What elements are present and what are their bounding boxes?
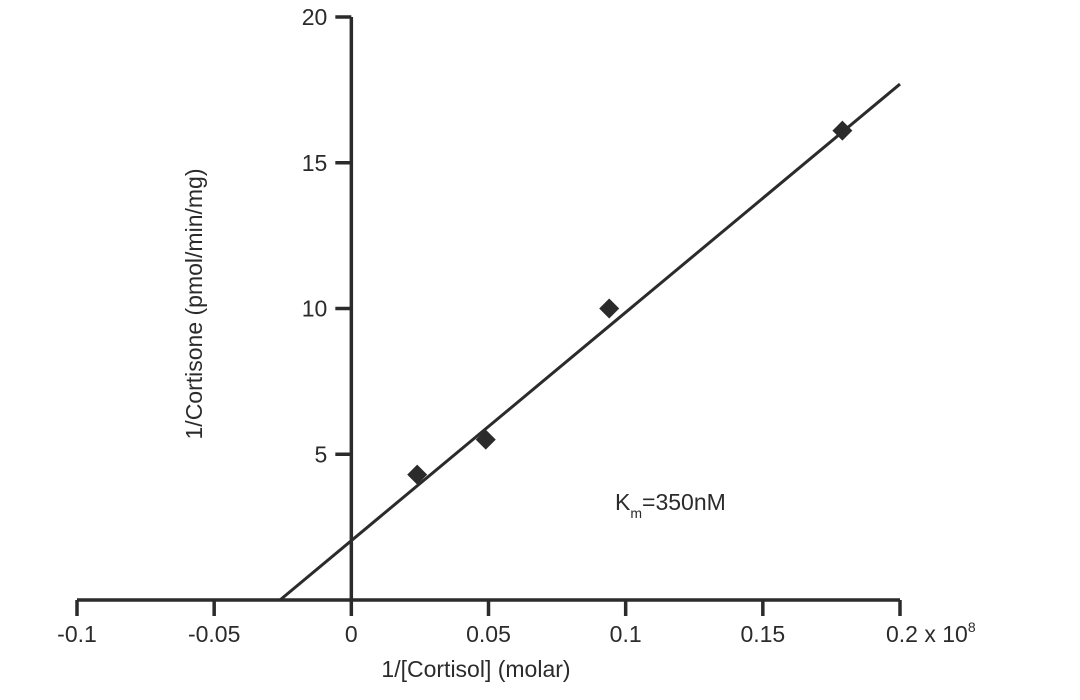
x-tick-label: 0.2 x 108 [886, 619, 976, 647]
x-tick-label: -0.1 [57, 621, 97, 647]
data-point [832, 120, 853, 141]
km-annotation-k: K [615, 489, 631, 515]
km-annotation: Km=350nM [615, 489, 726, 521]
y-tick-label: 15 [302, 150, 328, 176]
x-ticks: -0.1 -0.05 0 0.05 0.1 0.15 0.2 x 108 [57, 600, 976, 647]
y-axis-title: 1/Cortisone (pmol/min/mg) [181, 169, 207, 440]
x-tick-label: 0.1 [610, 621, 642, 647]
data-point [599, 298, 620, 319]
y-tick-label: 5 [315, 441, 328, 467]
x-axis-title: 1/[Cortisol] (molar) [381, 656, 570, 682]
data-points [407, 120, 853, 485]
x-tick-label: -0.05 [188, 621, 240, 647]
km-annotation-value: =350nM [642, 489, 726, 515]
km-annotation-subscript: m [630, 505, 642, 521]
data-point [407, 464, 428, 485]
fit-line [279, 82, 901, 602]
y-tick-label: 10 [302, 296, 328, 322]
x-scale-exponent: 8 [968, 619, 976, 635]
y-ticks: 5 10 15 20 [302, 4, 352, 467]
x-tick-label: 0 [345, 621, 358, 647]
data-point [475, 429, 496, 450]
x-tick-label: 0.05 [466, 621, 511, 647]
y-tick-label: 20 [302, 4, 328, 30]
x-tick-label: 0.15 [740, 621, 785, 647]
